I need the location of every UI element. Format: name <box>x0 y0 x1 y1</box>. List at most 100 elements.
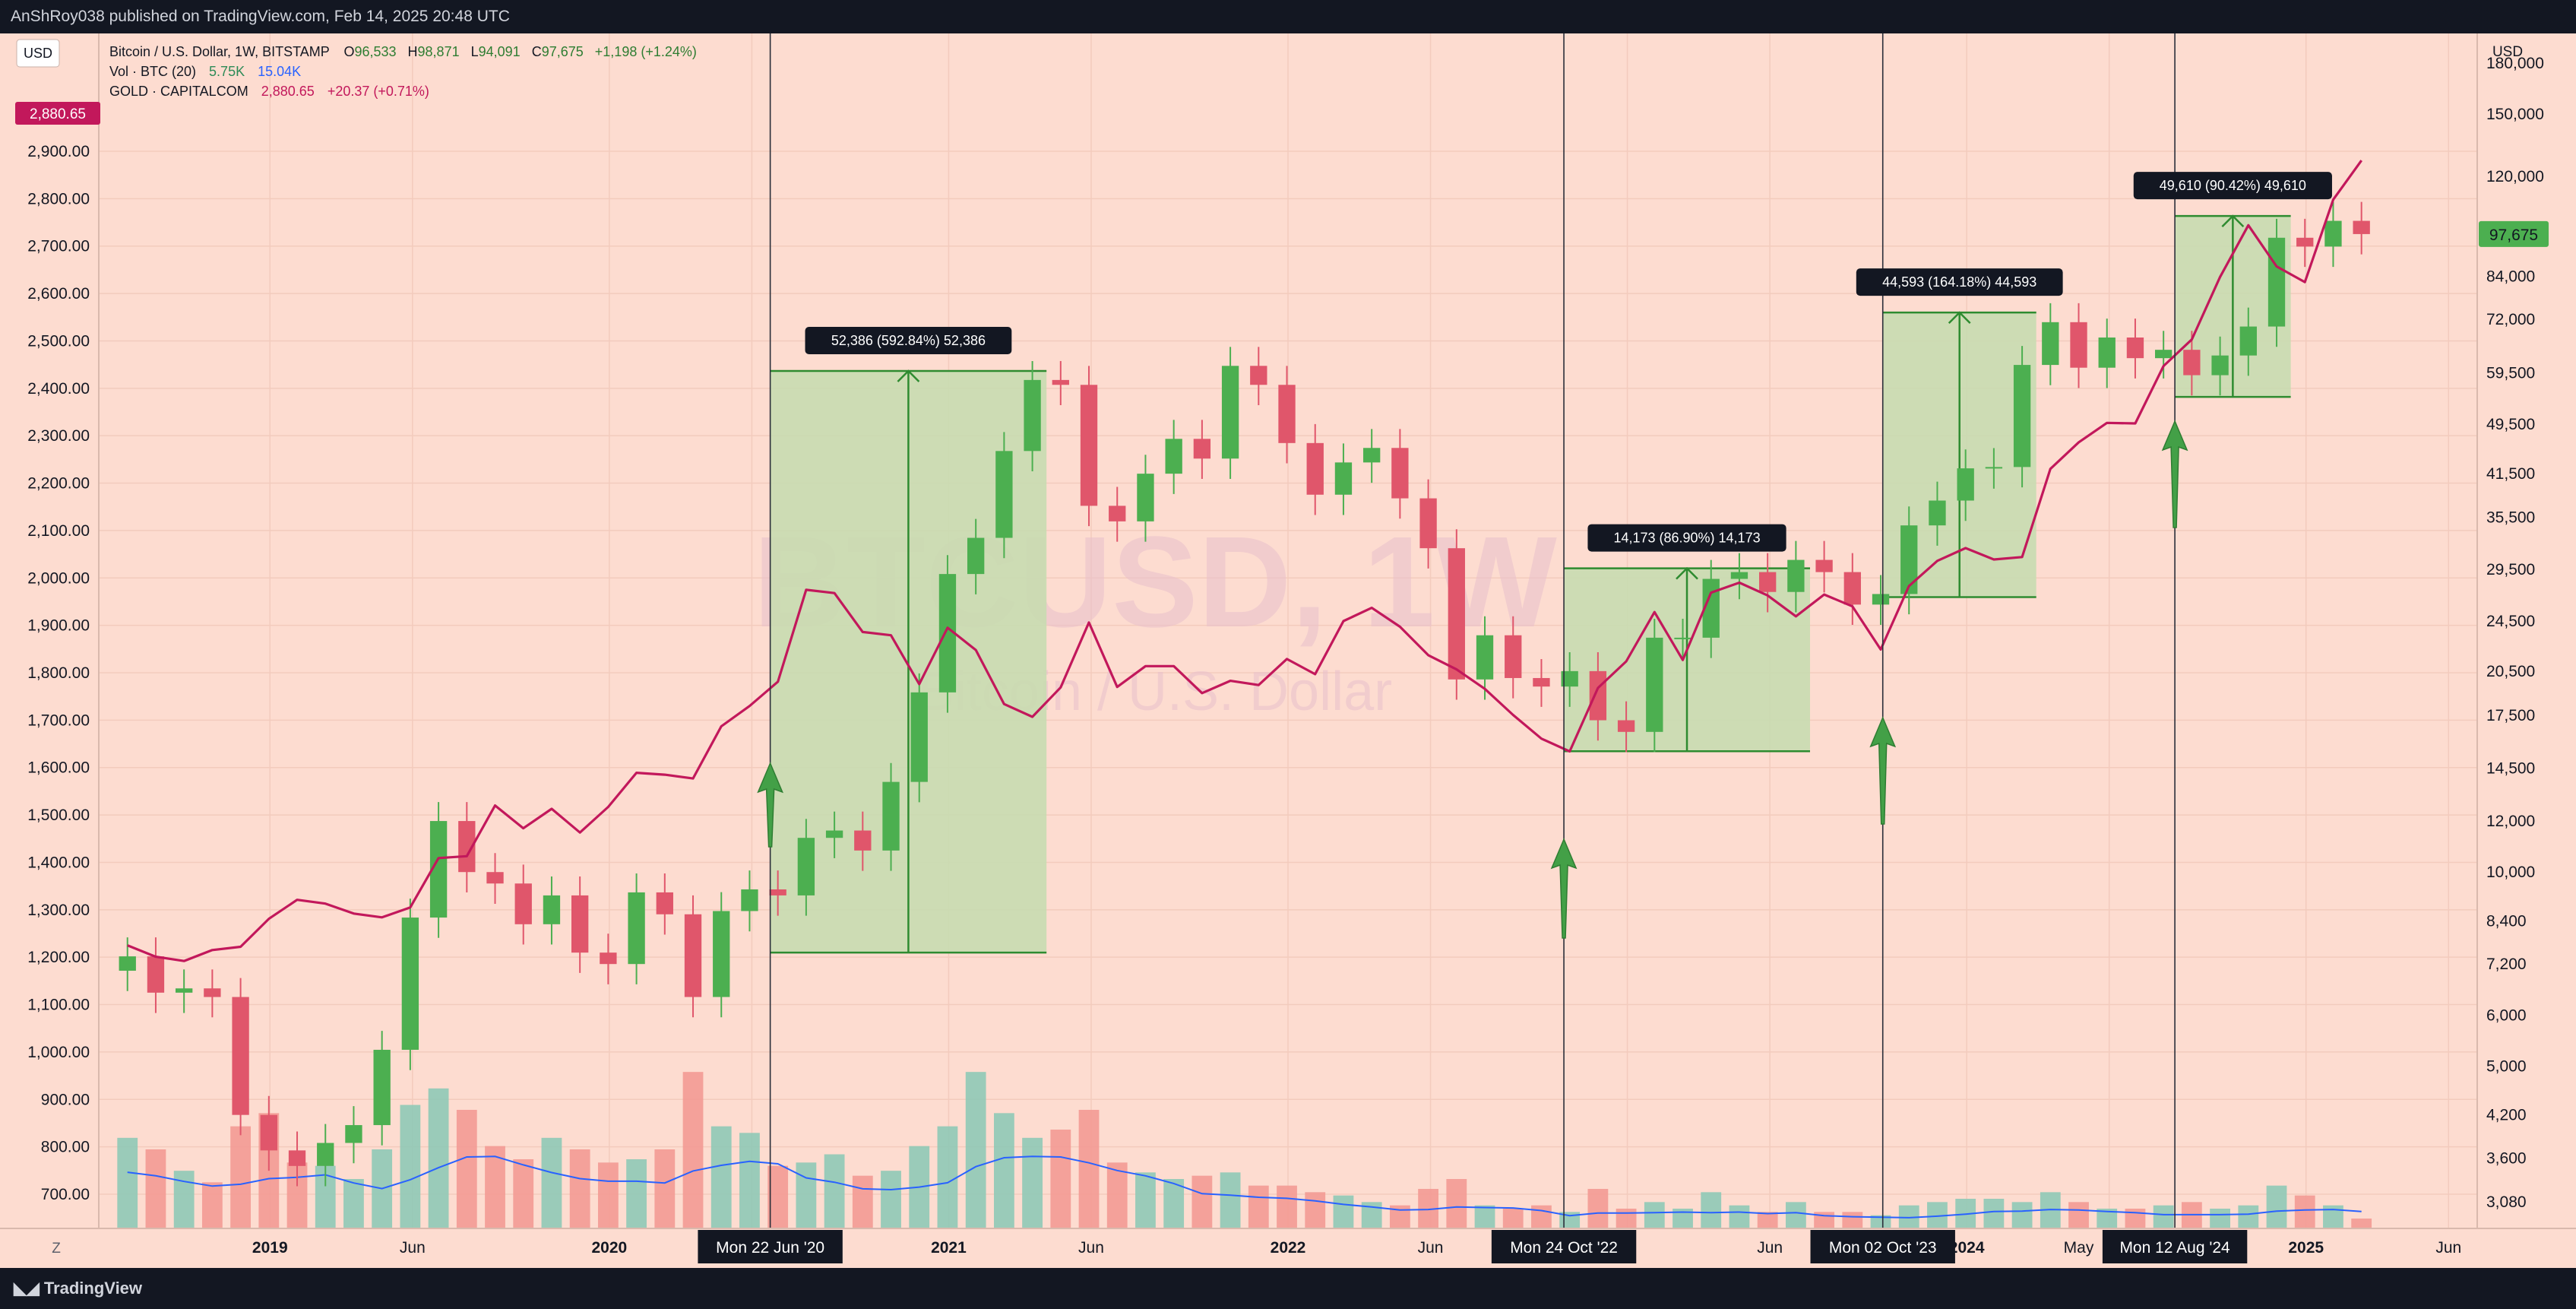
candle-body[interactable] <box>317 1143 334 1166</box>
candle-body[interactable] <box>1109 506 1126 521</box>
candle-body[interactable] <box>910 692 928 782</box>
candle-body[interactable] <box>204 988 221 997</box>
candle-body[interactable] <box>1730 572 1748 579</box>
candle-body[interactable] <box>854 830 872 851</box>
candle-body[interactable] <box>1250 366 1267 385</box>
time-marker-label[interactable]: Mon 24 Oct '22 <box>1510 1239 1618 1257</box>
candle-body[interactable] <box>2267 237 2286 327</box>
candle-body[interactable] <box>769 889 786 895</box>
candle-body[interactable] <box>825 830 843 838</box>
candle-body[interactable] <box>1165 439 1182 474</box>
time-marker-label[interactable]: Mon 12 Aug '24 <box>2119 1239 2230 1257</box>
candle-body[interactable] <box>2183 350 2201 376</box>
chart-area[interactable]: BTCUSD, 1W Bitcoin / U.S. Dollar 52,386 … <box>0 33 2576 1268</box>
left-price-axis[interactable]: 2,900.00 2,800.00 2,700.00 2,600.00 2,500.00… <box>27 143 90 1203</box>
candle-body[interactable] <box>1448 548 1465 680</box>
candle-body[interactable] <box>1419 498 1437 549</box>
candle-body[interactable] <box>2126 338 2144 359</box>
candle-body[interactable] <box>176 988 193 993</box>
candle-body[interactable] <box>684 914 702 997</box>
candle-body[interactable] <box>514 883 532 924</box>
tradingview-logo[interactable]: ◣◢ TradingView <box>14 1279 142 1298</box>
candle-body[interactable] <box>1815 559 1833 572</box>
time-marker-label[interactable]: Mon 02 Oct '23 <box>1829 1239 1937 1257</box>
candle-body[interactable] <box>1052 379 1069 385</box>
candle-body[interactable] <box>967 537 985 575</box>
candle-body[interactable] <box>1702 578 1720 638</box>
vertical-marker-lines[interactable] <box>769 33 2176 1228</box>
up-arrow-icon[interactable] <box>1550 838 1578 939</box>
candle-body[interactable] <box>1193 439 1211 459</box>
candle-body[interactable] <box>147 956 165 993</box>
time-axis[interactable]: 2019Jun20202021Jun2022Jun23Jun2024May202… <box>52 1230 2461 1263</box>
candle-body[interactable] <box>1363 448 1381 463</box>
candle-body[interactable] <box>288 1150 306 1166</box>
up-arrows[interactable] <box>757 420 2188 939</box>
candle-body[interactable] <box>656 892 673 914</box>
currency-badge-bg[interactable] <box>16 39 60 68</box>
candle-body[interactable] <box>543 895 561 924</box>
candle-body[interactable] <box>1278 385 1296 443</box>
candle-body[interactable] <box>1957 468 1974 501</box>
candle-body[interactable] <box>1589 670 1607 721</box>
candle-body[interactable] <box>260 1114 277 1151</box>
candle-body[interactable] <box>797 838 815 895</box>
candle-body[interactable] <box>1985 467 2003 469</box>
candle-body[interactable] <box>1137 474 1154 521</box>
candle-body[interactable] <box>2042 322 2059 366</box>
candle-body[interactable] <box>1872 594 1890 605</box>
candle-body[interactable] <box>628 892 645 965</box>
candle-body[interactable] <box>1843 572 1861 605</box>
candle-body[interactable] <box>1080 385 1098 506</box>
gold-price-line[interactable] <box>127 160 2362 962</box>
candle-body[interactable] <box>1533 677 1550 687</box>
currency-badge[interactable]: USD <box>24 46 52 61</box>
candle-body[interactable] <box>2155 350 2173 359</box>
candle-body[interactable] <box>1646 637 1663 732</box>
candle-body[interactable] <box>1391 448 1409 499</box>
candle-body[interactable] <box>1476 635 1494 680</box>
candle-body[interactable] <box>1674 637 1691 639</box>
candle-body[interactable] <box>345 1125 362 1143</box>
candle-body[interactable] <box>119 956 136 971</box>
candle-body[interactable] <box>1787 559 1805 592</box>
candle-body[interactable] <box>373 1050 391 1126</box>
candle-body[interactable] <box>2013 365 2031 468</box>
candle-body[interactable] <box>1561 670 1578 687</box>
candle-body[interactable] <box>2070 322 2087 368</box>
candle-body[interactable] <box>1334 462 1353 495</box>
candle-body[interactable] <box>1759 572 1777 592</box>
candle-body[interactable] <box>571 895 589 953</box>
candle-body[interactable] <box>1617 720 1635 732</box>
candle-body[interactable] <box>2296 237 2314 247</box>
time-marker-label[interactable]: Mon 22 Jun '20 <box>716 1239 824 1257</box>
candle-body[interactable] <box>1221 366 1239 459</box>
candle-body[interactable] <box>2239 326 2257 356</box>
btc-candles[interactable] <box>119 201 2370 1187</box>
candle-body[interactable] <box>2324 220 2342 247</box>
up-arrow-icon[interactable] <box>1869 716 1897 825</box>
candle-body[interactable] <box>2098 338 2116 368</box>
candle-body[interactable] <box>458 821 476 873</box>
candle-body[interactable] <box>429 821 448 918</box>
candle-body[interactable] <box>938 574 957 693</box>
candle-body[interactable] <box>1505 635 1522 678</box>
up-arrow-icon[interactable] <box>2161 420 2188 528</box>
candle-body[interactable] <box>486 872 504 884</box>
candle-body[interactable] <box>2353 220 2370 234</box>
candle-body[interactable] <box>2211 355 2229 376</box>
up-arrow-icon[interactable] <box>757 762 783 848</box>
candle-body[interactable] <box>600 952 617 965</box>
candle-body[interactable] <box>713 911 730 997</box>
candle-body[interactable] <box>882 781 900 851</box>
candle-body[interactable] <box>741 889 758 911</box>
candle-body[interactable] <box>401 918 419 1051</box>
candle-body[interactable] <box>1900 525 1918 594</box>
candle-body[interactable] <box>1306 442 1324 495</box>
candle-body[interactable] <box>1929 500 1946 526</box>
candle-body[interactable] <box>232 997 249 1115</box>
candle-body[interactable] <box>995 451 1013 538</box>
candle-body[interactable] <box>1024 379 1041 452</box>
gold-line-layer[interactable] <box>127 160 2362 962</box>
